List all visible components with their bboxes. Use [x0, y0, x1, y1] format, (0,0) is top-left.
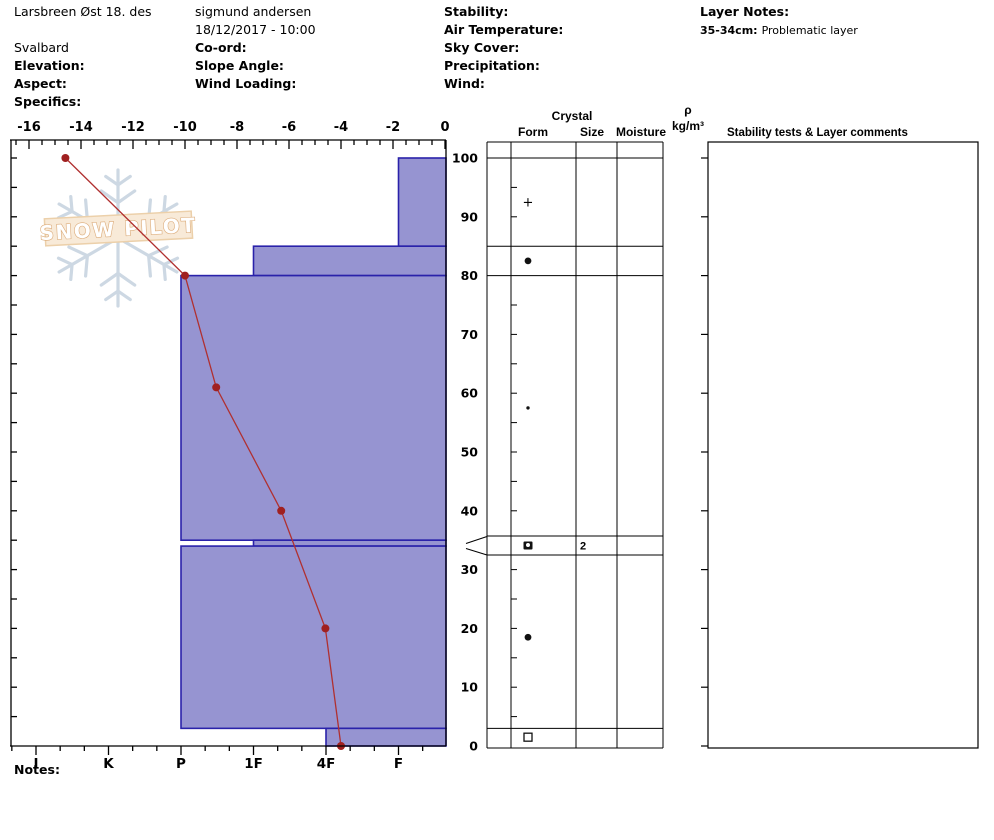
temp-axis-label: -4 [334, 120, 348, 135]
axis-labels: -16 -14 -12 -10 -8 -6 -4 -2 0I K P 1F 4F F10090807060… [17, 120, 478, 772]
depth-axis-label: 0 [469, 739, 478, 754]
temperature-point [321, 624, 330, 633]
hardness-layer-bars [180, 157, 447, 747]
temp-axis-label: -14 [69, 120, 93, 135]
temp-axis-label: -2 [386, 120, 400, 135]
layer-bar [252, 245, 447, 277]
aspect-label: Aspect: [14, 76, 67, 91]
depth-axis-label: 10 [461, 680, 479, 695]
depth-axis-label: 80 [461, 268, 479, 283]
layer-bar [180, 274, 447, 542]
coord-label: Co-ord: [195, 40, 247, 55]
grain-open-square-icon [523, 732, 533, 742]
temp-axis-label: -8 [230, 120, 244, 135]
panel-headers: Crystal Form Size Moisture ρ kg/m³ Stability t… [518, 103, 908, 139]
depth-axis-label: 30 [461, 562, 479, 577]
pit-datetime: 18/12/2017 - 10:00 [195, 22, 316, 37]
grain-filled-circle-icon [524, 633, 532, 641]
depth-axis-label: 40 [461, 503, 479, 518]
pit-title: Larsbreen Øst 18. des [14, 4, 152, 19]
grain-plus-icon: + [523, 196, 534, 211]
layer-bar [325, 727, 447, 747]
depth-axis-label: 20 [461, 621, 479, 636]
depth-axis-label: 70 [461, 327, 479, 342]
layer-bar [397, 157, 447, 247]
layer-bar [252, 539, 447, 547]
temp-axis-label: -12 [121, 120, 145, 135]
hardness-axis-label: K [103, 756, 114, 772]
temperature-point [212, 383, 221, 392]
size-header: Size [580, 125, 604, 139]
hardness-axis-label: F [394, 756, 403, 772]
snowpilot-banner: SNOW PILOT [38, 210, 198, 247]
depth-axis-label: 90 [461, 209, 479, 224]
depth-axis-label: 50 [461, 445, 479, 460]
layer-notes-label: Layer Notes: [700, 4, 790, 19]
pit-region: Svalbard [14, 40, 69, 55]
air-temp-label: Air Temperature: [444, 22, 564, 37]
temp-axis-label: -10 [173, 120, 197, 135]
depth-axis-label: 100 [452, 151, 478, 166]
stability-label: Stability: [444, 4, 509, 19]
crystal-header: Crystal [552, 109, 593, 123]
moisture-header: Moisture [616, 125, 666, 139]
depth-axis-label: 60 [461, 386, 479, 401]
stability-tests-header: Stability tests & Layer comments [727, 127, 908, 139]
layer-note: 35-34cm: Problematic layer [700, 24, 858, 37]
hardness-axis-label: P [176, 756, 186, 772]
crystal-table [486, 141, 664, 749]
snowpilot-watermark: SNOW PILOT [38, 168, 198, 308]
temperature-point [61, 154, 70, 162]
hardness-axis-label: 4F [317, 756, 336, 772]
slope-angle-label: Slope Angle: [195, 58, 284, 73]
elevation-label: Elevation: [14, 58, 85, 73]
stability-box [701, 141, 979, 749]
chart-axes [10, 139, 447, 755]
hardness-axis-label: 1F [244, 756, 263, 772]
form-header: Form [518, 125, 548, 139]
temperature-point [181, 271, 189, 280]
observer-name: sigmund andersen [195, 4, 312, 19]
density-unit-header: kg/m³ [672, 119, 704, 133]
wind-label: Wind: [444, 76, 485, 91]
grain-small-dot-icon [526, 406, 530, 410]
temp-axis-label: -6 [282, 120, 296, 135]
sky-cover-label: Sky Cover: [444, 40, 520, 55]
grain-filled-circle-icon [524, 257, 532, 265]
grain-size-value: 2 [580, 541, 586, 553]
layer-note-text: Problematic layer [761, 24, 858, 37]
temp-axis-label: -16 [17, 120, 41, 135]
notes-label: Notes: [14, 762, 60, 777]
hardness-axis-label: I [33, 756, 38, 772]
precip-label: Precipitation: [444, 58, 540, 73]
layer-bar [180, 545, 447, 730]
temperature-line [61, 154, 345, 750]
specifics-label: Specifics: [14, 94, 82, 109]
temperature-point [277, 506, 286, 515]
problem-layer-flag [465, 536, 488, 556]
grain-symbols: +2 [523, 196, 586, 742]
temp-axis-label: 0 [440, 120, 449, 135]
density-header: ρ [684, 103, 691, 117]
wind-loading-label: Wind Loading: [195, 76, 297, 91]
layer-note-range: 35-34cm: [700, 24, 758, 37]
